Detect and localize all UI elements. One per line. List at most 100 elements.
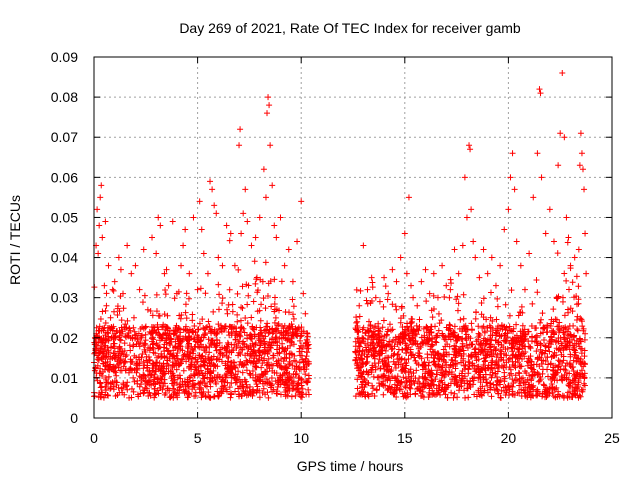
data-point bbox=[561, 336, 568, 343]
data-point bbox=[509, 388, 516, 395]
data-point bbox=[128, 385, 135, 392]
data-point bbox=[269, 388, 276, 395]
data-point bbox=[152, 391, 159, 398]
data-point bbox=[498, 387, 505, 394]
data-point bbox=[397, 254, 404, 261]
data-point bbox=[156, 384, 163, 391]
data-point bbox=[482, 337, 489, 344]
data-point bbox=[189, 311, 196, 318]
data-point bbox=[209, 375, 216, 382]
data-point bbox=[494, 379, 501, 386]
data-point bbox=[463, 214, 470, 221]
data-point bbox=[118, 350, 125, 357]
data-point bbox=[546, 348, 553, 355]
data-point bbox=[216, 291, 223, 298]
data-point bbox=[250, 359, 257, 366]
data-point bbox=[561, 270, 568, 277]
data-point bbox=[258, 301, 265, 308]
data-point bbox=[472, 315, 479, 322]
data-point bbox=[202, 290, 209, 297]
data-point bbox=[435, 310, 442, 317]
data-point bbox=[118, 330, 125, 337]
data-point bbox=[550, 368, 557, 375]
data-point bbox=[214, 388, 221, 395]
data-point bbox=[477, 369, 484, 376]
data-point bbox=[163, 339, 170, 346]
data-point bbox=[478, 300, 485, 307]
data-point bbox=[178, 262, 185, 269]
data-point bbox=[489, 317, 496, 324]
data-point bbox=[227, 391, 234, 398]
data-point bbox=[556, 345, 563, 352]
data-point bbox=[151, 371, 158, 378]
data-point bbox=[161, 270, 168, 277]
data-point bbox=[103, 302, 110, 309]
data-point bbox=[471, 391, 478, 398]
data-point bbox=[431, 348, 438, 355]
data-point bbox=[402, 383, 409, 390]
data-point bbox=[515, 369, 522, 376]
y-tick-label: 0.09 bbox=[51, 49, 78, 65]
data-point bbox=[552, 371, 559, 378]
data-point bbox=[248, 333, 255, 340]
data-point bbox=[563, 214, 570, 221]
data-point bbox=[298, 394, 305, 401]
data-point bbox=[140, 387, 147, 394]
data-point bbox=[469, 360, 476, 367]
data-point bbox=[103, 353, 110, 360]
data-point bbox=[130, 314, 137, 321]
data-point bbox=[574, 327, 581, 334]
data-point bbox=[166, 394, 173, 401]
data-point bbox=[153, 291, 160, 298]
data-point bbox=[444, 394, 451, 401]
data-point bbox=[571, 340, 578, 347]
data-point bbox=[418, 383, 425, 390]
data-point bbox=[566, 382, 573, 389]
data-point bbox=[184, 337, 191, 344]
data-point bbox=[506, 386, 513, 393]
data-point bbox=[508, 344, 515, 351]
data-point bbox=[414, 341, 421, 348]
data-point bbox=[479, 324, 486, 331]
data-point bbox=[472, 254, 479, 261]
data-point bbox=[235, 391, 242, 398]
data-point bbox=[184, 379, 191, 386]
data-point bbox=[410, 294, 417, 301]
data-point bbox=[537, 90, 544, 97]
data-point bbox=[383, 354, 390, 361]
data-point bbox=[506, 339, 513, 346]
data-point bbox=[93, 324, 100, 331]
data-point bbox=[98, 327, 105, 334]
data-point bbox=[454, 293, 461, 300]
data-point bbox=[103, 290, 110, 297]
data-point bbox=[432, 338, 439, 345]
data-point bbox=[131, 378, 138, 385]
data-point bbox=[400, 312, 407, 319]
data-point bbox=[527, 343, 534, 350]
data-point bbox=[268, 303, 275, 310]
data-point bbox=[573, 293, 580, 300]
data-point bbox=[509, 352, 516, 359]
data-point bbox=[224, 306, 231, 313]
data-point bbox=[458, 359, 465, 366]
data-point bbox=[517, 341, 524, 348]
data-point bbox=[255, 348, 262, 355]
data-point bbox=[524, 328, 531, 335]
data-point bbox=[382, 361, 389, 368]
data-point bbox=[379, 381, 386, 388]
data-point bbox=[137, 390, 144, 397]
data-point bbox=[352, 325, 359, 332]
data-point bbox=[180, 242, 187, 249]
data-point bbox=[286, 387, 293, 394]
data-point bbox=[296, 345, 303, 352]
data-point bbox=[227, 359, 234, 366]
data-point bbox=[146, 356, 153, 363]
data-point bbox=[274, 362, 281, 369]
data-point bbox=[365, 369, 372, 376]
data-point bbox=[382, 283, 389, 290]
data-point bbox=[97, 344, 104, 351]
data-point bbox=[550, 318, 557, 325]
data-point bbox=[97, 370, 104, 377]
data-point bbox=[436, 378, 443, 385]
data-point bbox=[378, 347, 385, 354]
